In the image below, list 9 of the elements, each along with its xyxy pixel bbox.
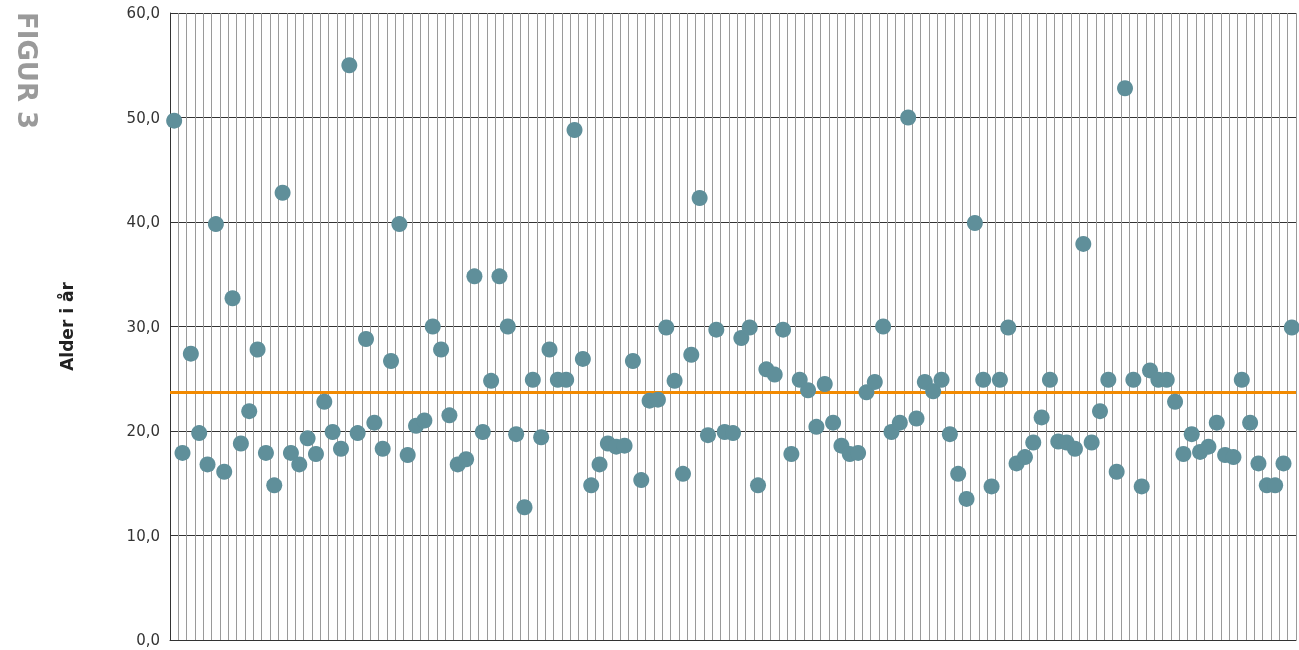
y-tick-label: 20,0 bbox=[126, 422, 160, 440]
y-tick-label: 60,0 bbox=[126, 4, 160, 22]
y-tick-label: 40,0 bbox=[126, 213, 160, 231]
y-tick-label: 0,0 bbox=[136, 631, 160, 649]
text: FIGUR 3 bbox=[12, 12, 42, 130]
y-axis-title: Alder i år bbox=[55, 281, 77, 371]
y-tick-label: 10,0 bbox=[126, 526, 160, 545]
y-tick-label: 30,0 bbox=[126, 317, 160, 336]
y-tick-label: 50,0 bbox=[126, 108, 160, 127]
